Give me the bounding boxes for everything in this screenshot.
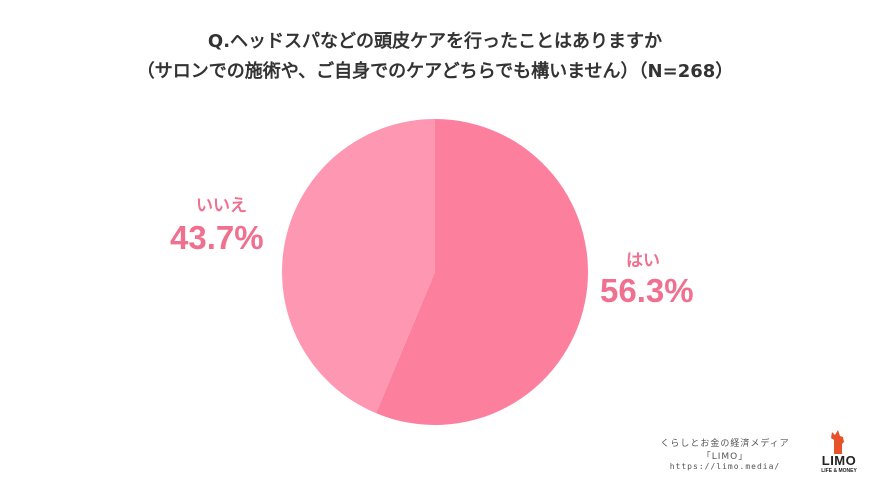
logo-wordmark: LIMO <box>821 453 857 468</box>
slice-value-no: 43.7% <box>170 219 264 256</box>
pie-slice-no <box>282 119 435 414</box>
footer-url[interactable]: https://limo.media/ <box>669 462 781 471</box>
pie-slice-yes <box>376 119 588 425</box>
chart-title: Q.ヘッドスパなどの頭皮ケアを行ったことはありますか <box>207 31 663 52</box>
slice-label-yes: はい <box>626 251 660 270</box>
footer-tagline: くらしとお金の経済メディア <box>660 439 790 449</box>
limo-logo: LIMO LIFE & MONEY <box>814 428 864 478</box>
slice-label-no: いいえ <box>196 196 247 215</box>
footer-brand: 「LIMO」 <box>701 452 749 462</box>
logo-tagline: LIFE & MONEY <box>821 468 857 474</box>
slice-value-yes: 56.3% <box>600 272 694 309</box>
llama-icon <box>831 430 844 454</box>
chart-subtitle: （サロンでの施術や、ご自身でのケアどちらでも構いません）（N=268） <box>136 61 734 82</box>
